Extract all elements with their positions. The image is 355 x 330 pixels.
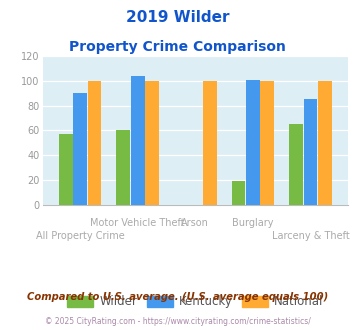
Text: All Property Crime: All Property Crime xyxy=(36,231,124,241)
Text: Motor Vehicle Theft: Motor Vehicle Theft xyxy=(90,218,185,228)
Bar xyxy=(73,93,87,205)
Bar xyxy=(318,81,332,205)
Text: Larceny & Theft: Larceny & Theft xyxy=(272,231,349,241)
Bar xyxy=(231,181,245,205)
Legend: Wilder, Kentucky, National: Wilder, Kentucky, National xyxy=(63,291,328,313)
Text: Compared to U.S. average. (U.S. average equals 100): Compared to U.S. average. (U.S. average … xyxy=(27,292,328,302)
Bar xyxy=(260,81,274,205)
Bar xyxy=(246,80,260,205)
Bar xyxy=(131,76,144,205)
Bar xyxy=(304,99,317,205)
Bar xyxy=(59,134,72,205)
Text: Property Crime Comparison: Property Crime Comparison xyxy=(69,40,286,53)
Bar xyxy=(88,81,102,205)
Bar xyxy=(289,124,303,205)
Text: 2019 Wilder: 2019 Wilder xyxy=(126,10,229,25)
Text: Burglary: Burglary xyxy=(232,218,274,228)
Bar xyxy=(145,81,159,205)
Text: Arson: Arson xyxy=(181,218,209,228)
Text: © 2025 CityRating.com - https://www.cityrating.com/crime-statistics/: © 2025 CityRating.com - https://www.city… xyxy=(45,317,310,326)
Bar xyxy=(203,81,217,205)
Bar xyxy=(116,130,130,205)
